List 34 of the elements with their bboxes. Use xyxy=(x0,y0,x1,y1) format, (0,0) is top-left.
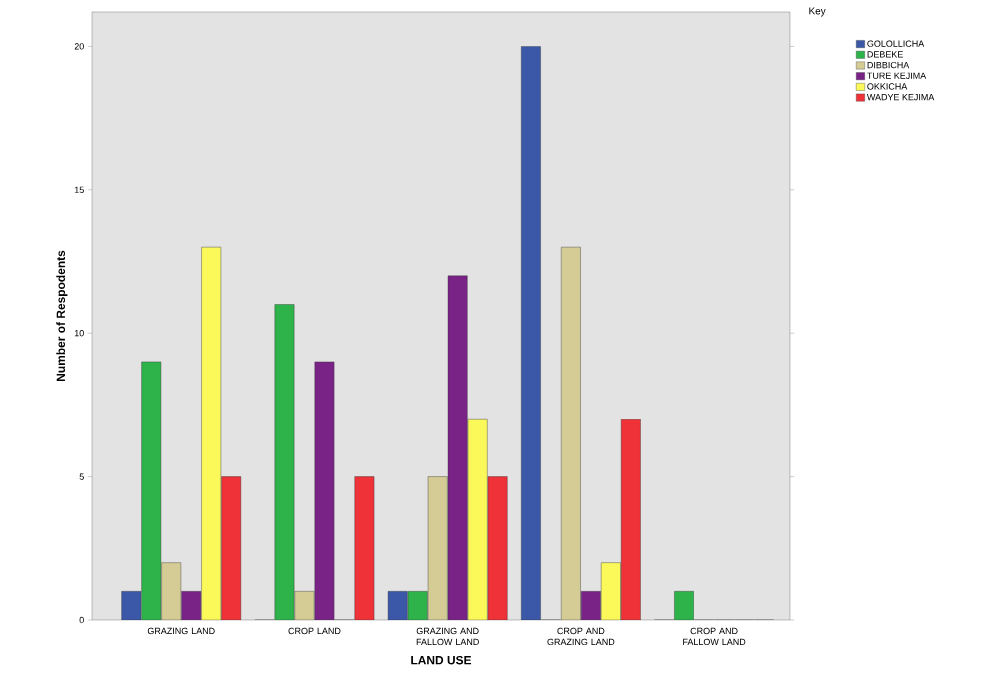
bar xyxy=(487,476,508,620)
bar xyxy=(354,476,375,620)
y-axis-title: Number of Respodents xyxy=(56,250,68,381)
legend-label: TURE KEJIMA xyxy=(867,72,927,79)
bar xyxy=(141,361,161,620)
bar xyxy=(467,419,488,620)
legend-label: OKKICHA xyxy=(867,83,908,90)
bar xyxy=(221,476,241,620)
x-axis-title: LAND USE xyxy=(411,655,472,665)
bar xyxy=(314,361,335,620)
x-tick-label: CROP AND GRAZING LAND xyxy=(547,627,615,646)
x-tick-label: GRAZING AND FALLOW LAND xyxy=(416,627,479,646)
bar xyxy=(161,562,181,620)
x-tick-label: GRAZING LAND xyxy=(147,627,215,635)
y-tick-label: 10 xyxy=(74,330,84,337)
bar xyxy=(428,476,448,620)
legend-label: DEBEKE xyxy=(867,51,903,58)
legend-label: GOLOLLICHA xyxy=(867,40,925,47)
bar xyxy=(601,562,621,620)
bar xyxy=(201,247,221,620)
y-tick-label: 15 xyxy=(74,186,84,193)
bar xyxy=(448,275,468,620)
x-tick-label: CROP AND FALLOW LAND xyxy=(683,627,746,646)
y-tick-label: 5 xyxy=(79,473,84,480)
y-tick-label: 0 xyxy=(79,616,84,624)
y-tick-label: 20 xyxy=(74,43,84,50)
x-tick-label: CROP LAND xyxy=(288,627,341,635)
legend-title: Key xyxy=(809,7,826,17)
legend-label: DIBBICHA xyxy=(867,61,910,69)
legend-label: WADYE KEJIMA xyxy=(866,94,935,101)
bar xyxy=(621,419,641,620)
bar xyxy=(561,247,581,620)
bar xyxy=(521,46,541,620)
bar xyxy=(274,304,295,620)
